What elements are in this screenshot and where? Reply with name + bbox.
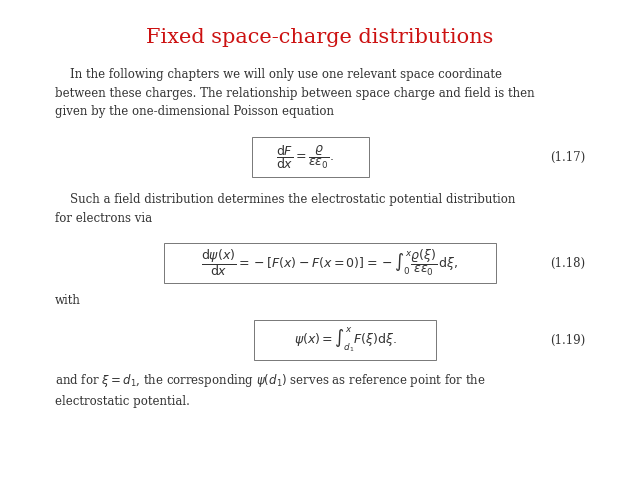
Text: (1.17): (1.17) [550,151,585,164]
Text: (1.19): (1.19) [550,334,585,347]
Text: (1.18): (1.18) [550,256,585,269]
FancyBboxPatch shape [164,243,496,283]
Text: $\psi(x) = \int_{d_1}^{x} F(\xi)\mathrm{d}\xi.$: $\psi(x) = \int_{d_1}^{x} F(\xi)\mathrm{… [294,326,396,354]
Text: and for $\xi = d_1$, the corresponding $\psi(d_1)$ serves as reference point for: and for $\xi = d_1$, the corresponding $… [55,372,486,408]
Text: $\dfrac{\mathrm{d}\psi(x)}{\mathrm{d}x} = -\left[F(x)-F(x=0)\right] = -\int_0^{x: $\dfrac{\mathrm{d}\psi(x)}{\mathrm{d}x} … [202,248,459,278]
Text: In the following chapters we will only use one relevant space coordinate
between: In the following chapters we will only u… [55,68,534,118]
Text: $\dfrac{\mathrm{d}F}{\mathrm{d}x} = \dfrac{\varrho}{\varepsilon\varepsilon_0}.$: $\dfrac{\mathrm{d}F}{\mathrm{d}x} = \dfr… [276,143,334,171]
Text: Fixed space-charge distributions: Fixed space-charge distributions [147,28,493,47]
FancyBboxPatch shape [252,137,369,177]
Text: with: with [55,294,81,307]
FancyBboxPatch shape [254,320,436,360]
Text: Such a field distribution determines the electrostatic potential distribution
fo: Such a field distribution determines the… [55,193,515,225]
